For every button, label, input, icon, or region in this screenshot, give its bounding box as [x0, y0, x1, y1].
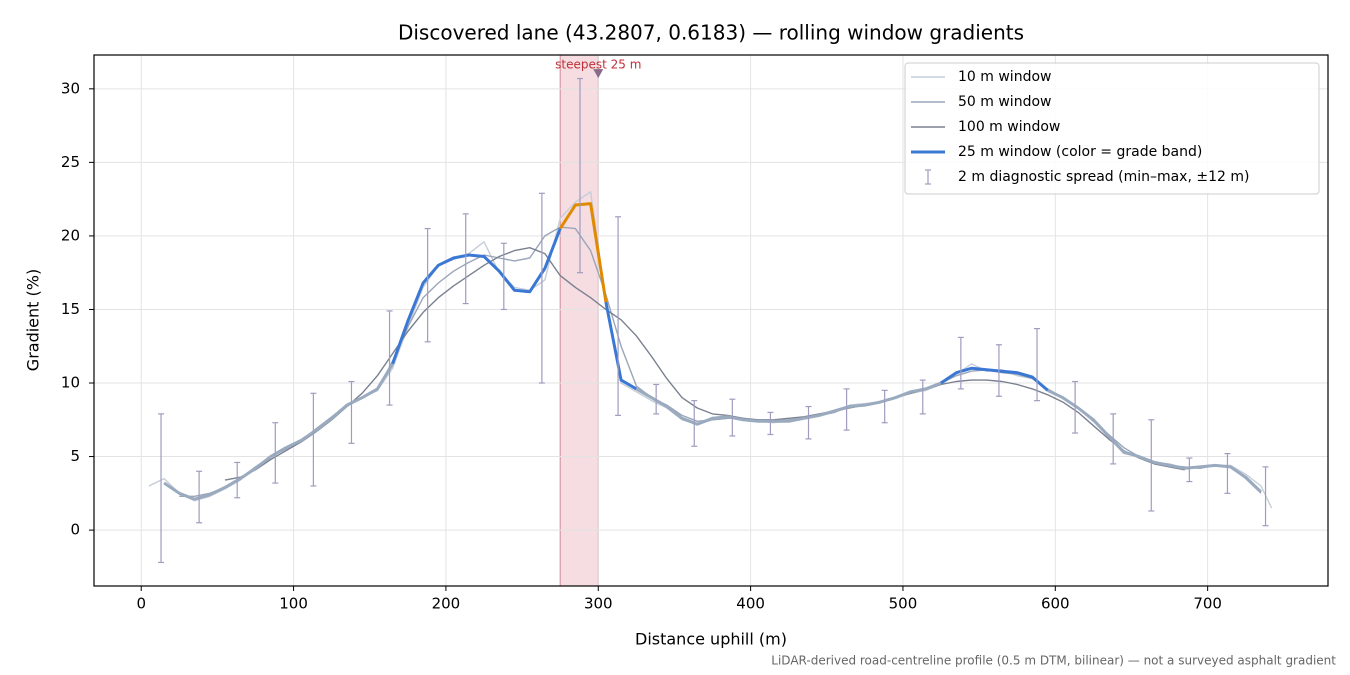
x-tick-label: 400	[736, 595, 765, 613]
series-line	[163, 363, 394, 501]
series-line	[1047, 389, 1263, 493]
annotation-text: steepest 25 m	[555, 58, 641, 72]
series-line	[635, 381, 942, 426]
legend-label: 100 m window	[958, 119, 1060, 135]
series-line	[558, 202, 608, 303]
x-axis-label: Distance uphill (m)	[635, 630, 787, 649]
legend-box	[904, 62, 1320, 195]
highlight-span	[560, 55, 599, 586]
legend-label: 50 m window	[958, 94, 1051, 110]
series-line	[604, 301, 638, 391]
y-tick-label: 25	[61, 153, 80, 171]
x-tick-label: 500	[889, 595, 918, 613]
legend-label: 2 m diagnostic spread (min–max, ±12 m)	[958, 169, 1249, 185]
x-tick-label: 700	[1193, 595, 1222, 613]
footnote: LiDAR-derived road-centreline profile (0…	[771, 654, 1336, 668]
series-line	[224, 247, 1185, 481]
annotation-marker	[593, 69, 604, 79]
chart-title: Discovered lane (43.2807, 0.6183) — roll…	[398, 21, 1024, 45]
x-tick-label: 300	[584, 595, 613, 613]
x-tick-label: 200	[432, 595, 461, 613]
series-line	[391, 228, 562, 365]
y-tick-label: 20	[61, 226, 80, 244]
series-line	[179, 226, 1262, 497]
series-line	[940, 366, 1049, 392]
x-tick-label: 600	[1041, 595, 1070, 613]
series-line	[148, 191, 1273, 509]
x-tick-label: 0	[136, 595, 146, 613]
legend-label: 25 m window (color = grade band)	[958, 144, 1202, 160]
legend-label: 10 m window	[958, 69, 1051, 85]
y-tick-label: 10	[61, 374, 80, 392]
y-axis-label: Gradient (%)	[24, 269, 43, 371]
plot-frame	[93, 54, 1329, 587]
x-tick-label: 100	[279, 595, 308, 613]
y-tick-label: 30	[61, 79, 80, 97]
y-tick-label: 5	[70, 447, 80, 465]
y-tick-label: 0	[70, 521, 80, 539]
y-tick-label: 15	[61, 300, 80, 318]
